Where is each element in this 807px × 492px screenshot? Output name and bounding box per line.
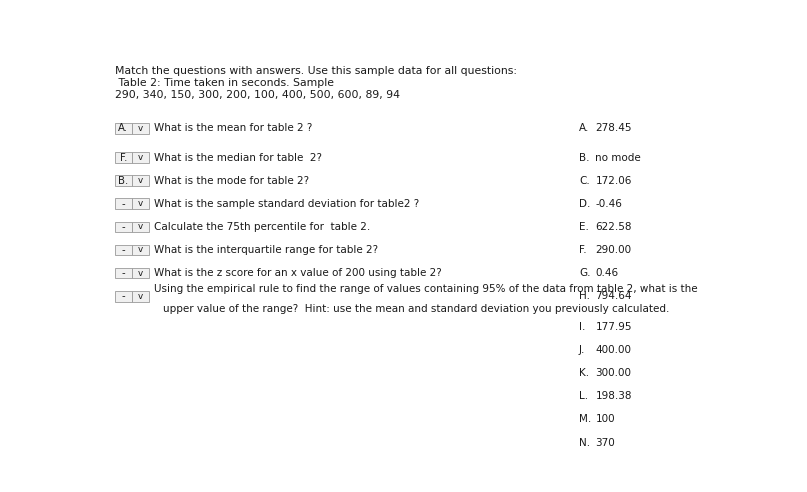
- Text: -: -: [122, 245, 125, 255]
- Text: A.: A.: [579, 123, 589, 133]
- FancyBboxPatch shape: [132, 152, 149, 163]
- Text: I.: I.: [579, 322, 585, 332]
- Text: 794.64: 794.64: [596, 291, 632, 301]
- Text: -: -: [122, 199, 125, 209]
- FancyBboxPatch shape: [132, 268, 149, 278]
- Text: 198.38: 198.38: [596, 391, 632, 401]
- Text: 300.00: 300.00: [596, 368, 631, 378]
- Text: D.: D.: [579, 199, 591, 209]
- Text: What is the mode for table 2?: What is the mode for table 2?: [153, 176, 309, 185]
- FancyBboxPatch shape: [132, 198, 149, 209]
- Text: Calculate the 75th percentile for  table 2.: Calculate the 75th percentile for table …: [153, 222, 370, 232]
- Text: v: v: [138, 269, 143, 277]
- Text: 172.06: 172.06: [596, 176, 632, 185]
- FancyBboxPatch shape: [115, 291, 132, 302]
- FancyBboxPatch shape: [115, 175, 132, 186]
- FancyBboxPatch shape: [115, 268, 132, 278]
- FancyBboxPatch shape: [132, 291, 149, 302]
- Text: M.: M.: [579, 414, 592, 425]
- Text: L.: L.: [579, 391, 588, 401]
- Text: 278.45: 278.45: [596, 123, 632, 133]
- Text: no mode: no mode: [596, 153, 641, 162]
- FancyBboxPatch shape: [115, 221, 132, 232]
- Text: v: v: [138, 124, 143, 133]
- Text: E.: E.: [579, 222, 589, 232]
- Text: F.: F.: [119, 153, 127, 162]
- Text: 100: 100: [596, 414, 615, 425]
- Text: Match the questions with answers. Use this sample data for all questions:: Match the questions with answers. Use th…: [115, 66, 516, 76]
- Text: 622.58: 622.58: [596, 222, 632, 232]
- FancyBboxPatch shape: [115, 245, 132, 255]
- Text: 290.00: 290.00: [596, 245, 631, 255]
- Text: 400.00: 400.00: [596, 345, 631, 355]
- Text: v: v: [138, 199, 143, 208]
- Text: A.: A.: [119, 123, 128, 133]
- Text: upper value of the range?  Hint: use the mean and standard deviation you previou: upper value of the range? Hint: use the …: [163, 304, 669, 314]
- Text: H.: H.: [579, 291, 590, 301]
- FancyBboxPatch shape: [115, 198, 132, 209]
- Text: What is the median for table  2?: What is the median for table 2?: [153, 153, 321, 162]
- FancyBboxPatch shape: [115, 123, 132, 134]
- Text: 177.95: 177.95: [596, 322, 632, 332]
- Text: K.: K.: [579, 368, 589, 378]
- Text: -: -: [122, 268, 125, 278]
- Text: -: -: [122, 222, 125, 232]
- Text: v: v: [138, 176, 143, 185]
- Text: J.: J.: [579, 345, 585, 355]
- Text: Using the empirical rule to find the range of values containing 95% of the data : Using the empirical rule to find the ran…: [153, 284, 697, 294]
- Text: -: -: [122, 291, 125, 301]
- Text: F.: F.: [579, 245, 587, 255]
- Text: What is the z score for an x value of 200 using table 2?: What is the z score for an x value of 20…: [153, 268, 441, 278]
- Text: What is the interquartile range for table 2?: What is the interquartile range for tabl…: [153, 245, 378, 255]
- Text: C.: C.: [579, 176, 590, 185]
- Text: B.: B.: [118, 176, 128, 185]
- Text: 0.46: 0.46: [596, 268, 618, 278]
- FancyBboxPatch shape: [115, 152, 132, 163]
- FancyBboxPatch shape: [132, 245, 149, 255]
- Text: B.: B.: [579, 153, 590, 162]
- FancyBboxPatch shape: [132, 221, 149, 232]
- Text: Table 2: Time taken in seconds. Sample: Table 2: Time taken in seconds. Sample: [115, 78, 334, 88]
- FancyBboxPatch shape: [132, 175, 149, 186]
- Text: 290, 340, 150, 300, 200, 100, 400, 500, 600, 89, 94: 290, 340, 150, 300, 200, 100, 400, 500, …: [115, 90, 399, 100]
- Text: -0.46: -0.46: [596, 199, 622, 209]
- FancyBboxPatch shape: [132, 123, 149, 134]
- Text: 370: 370: [596, 437, 615, 448]
- Text: N.: N.: [579, 437, 590, 448]
- Text: v: v: [138, 292, 143, 301]
- Text: What is the sample standard deviation for table2 ?: What is the sample standard deviation fo…: [153, 199, 419, 209]
- Text: v: v: [138, 153, 143, 162]
- Text: G.: G.: [579, 268, 591, 278]
- Text: What is the mean for table 2 ?: What is the mean for table 2 ?: [153, 123, 312, 133]
- Text: v: v: [138, 222, 143, 231]
- Text: v: v: [138, 246, 143, 254]
